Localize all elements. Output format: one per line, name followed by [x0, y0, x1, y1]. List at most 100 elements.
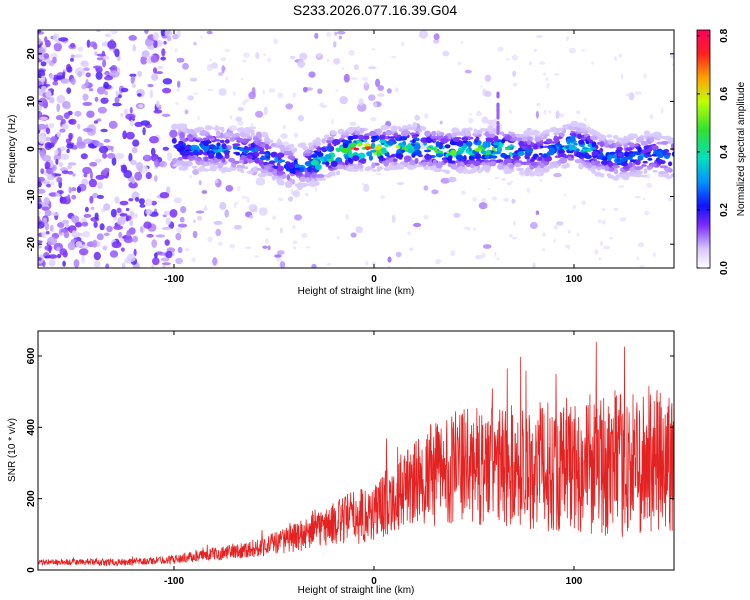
spectrogram-cell — [262, 89, 265, 95]
spectrogram-cell — [371, 162, 376, 169]
spectrogram-cell — [184, 151, 193, 156]
spectrogram-cell — [294, 167, 302, 171]
spectrogram-cell — [221, 157, 226, 163]
spectrogram-cell — [519, 171, 527, 175]
spectrogram-cell — [144, 39, 154, 47]
spectrogram-cell — [637, 242, 644, 248]
spectrogram-cell — [189, 175, 193, 179]
spectrogram-cell — [157, 66, 164, 69]
spectrogram-cell — [545, 77, 549, 81]
spectrogram-cell — [107, 40, 117, 49]
spectrogram-cell — [103, 203, 111, 211]
spectrogram-cell — [71, 194, 77, 200]
spectrogram-cell — [104, 90, 108, 96]
spectrogram-cell — [96, 53, 107, 57]
spectrogram-cell — [301, 233, 308, 239]
spectrogram-cell — [512, 82, 518, 87]
spectrogram-cell — [359, 167, 364, 172]
spectrogram-cell — [126, 253, 136, 262]
spectrogram-cell — [174, 144, 181, 150]
spectrogram-cell — [122, 130, 127, 140]
spectrogram-cell — [154, 252, 158, 259]
y-tick-label: 10 — [26, 95, 37, 107]
spectrogram-cell — [435, 141, 440, 148]
spectrogram-cell — [250, 142, 256, 149]
spectrogram-cell — [485, 137, 494, 141]
spectrogram-cell — [144, 30, 149, 34]
spectrogram-cell — [594, 171, 602, 177]
spectrogram-cell — [93, 221, 98, 228]
spectrogram-cell — [252, 166, 259, 173]
spectrogram-cell — [447, 155, 453, 160]
spectrogram-cell — [52, 56, 57, 64]
spectrogram-cell — [193, 41, 197, 46]
spectrogram-cell — [212, 257, 218, 266]
spectrogram-cell — [642, 197, 646, 201]
spectrogram-cell — [459, 161, 464, 167]
spectrogram-cell — [449, 141, 459, 146]
spectrogram-cell — [582, 147, 589, 150]
spectrogram-cell — [59, 128, 66, 133]
spectrogram-cell — [506, 169, 515, 173]
spectrogram-cell — [661, 107, 664, 114]
spectrogram-cell — [511, 198, 516, 204]
spectrogram-cell — [193, 127, 202, 133]
spectrogram-cell — [466, 127, 473, 132]
spectrogram-cell — [44, 136, 51, 142]
spectrogram-cell — [47, 174, 55, 181]
spectrogram-cell — [307, 155, 312, 161]
spectrogram-cell — [407, 126, 413, 130]
spectrogram-cell — [265, 227, 271, 231]
spectrogram-cell — [249, 215, 254, 219]
spectrogram-cell — [452, 137, 460, 142]
spectrogram-cell — [362, 77, 368, 81]
spectrogram-cell — [213, 158, 221, 163]
spectrogram-cell — [429, 166, 436, 171]
spectrogram-cell — [357, 152, 366, 159]
spectrogram-cell — [200, 131, 205, 135]
spectrogram-cell — [319, 147, 327, 151]
spectrogram-cell — [120, 112, 124, 118]
spectrogram-cell — [38, 203, 43, 210]
spectrogram-cell — [657, 158, 663, 165]
spectrogram-cell — [364, 81, 368, 86]
spectrogram-cell — [59, 248, 68, 256]
spectrogram-cell — [568, 145, 573, 151]
spectrogram-cell — [260, 169, 270, 174]
spectrogram-cell — [176, 88, 180, 92]
spectrogram-cell — [291, 179, 296, 185]
spectrogram-cell — [133, 212, 138, 219]
spectrogram-cell — [497, 46, 504, 52]
spectrogram-cell — [644, 210, 650, 216]
spectrogram-cell — [614, 56, 617, 62]
spectrogram-cell — [334, 31, 338, 36]
spectrogram-cell — [602, 156, 608, 162]
spectrogram-cell — [599, 141, 605, 148]
spectrogram-cell — [276, 250, 285, 255]
spectrogram-cell — [326, 31, 332, 38]
spectrogram-cell — [403, 155, 412, 162]
spectrogram-cell — [38, 240, 43, 244]
spectrogram-cell — [263, 165, 270, 171]
spectrogram-cell — [246, 155, 253, 159]
spectrogram-cell — [163, 40, 167, 45]
spectrogram-cell — [629, 143, 636, 148]
spectrogram-cell — [607, 168, 616, 172]
spectrogram-cell — [199, 160, 205, 164]
spectrogram-cell — [607, 154, 612, 161]
spectrogram-cell — [38, 124, 41, 131]
spectrogram-cell — [171, 123, 180, 130]
spectrogram-cell — [496, 146, 503, 153]
spectrogram-cell — [442, 50, 450, 57]
spectrogram-cell — [618, 185, 625, 188]
spectrogram-cell — [49, 73, 54, 80]
spectrogram-cell — [508, 234, 513, 238]
snr-x-axis-label: Height of straight line (km) — [298, 585, 415, 596]
spectrogram-cell — [282, 136, 287, 140]
spectrogram-cell — [609, 237, 613, 240]
spectrogram-cell — [319, 102, 325, 108]
spectrogram-cell — [371, 48, 376, 51]
spectrogram-cell — [559, 157, 568, 164]
spectrogram-cell — [244, 130, 252, 135]
spectrogram-cell — [284, 180, 293, 188]
